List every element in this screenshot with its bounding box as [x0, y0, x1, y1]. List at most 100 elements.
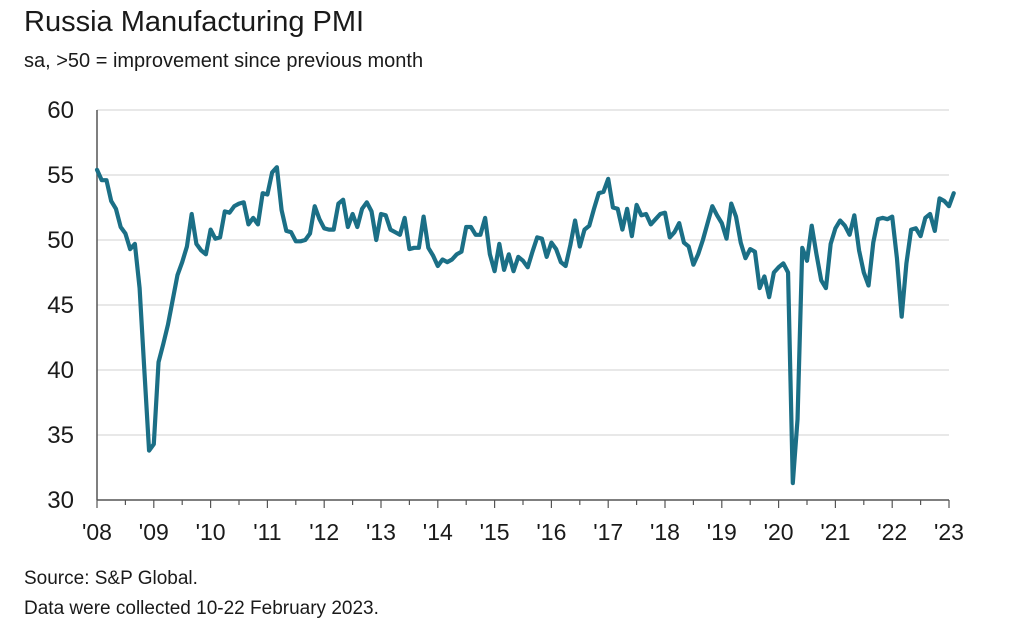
data-point — [142, 368, 146, 372]
data-point — [138, 286, 142, 290]
data-point — [549, 241, 553, 245]
y-tick-label: 50 — [47, 227, 74, 254]
data-point — [455, 252, 459, 256]
data-point — [441, 258, 445, 262]
data-point — [829, 242, 833, 246]
data-point — [228, 211, 232, 215]
data-point — [374, 238, 378, 242]
x-tick-labels: '08 '09 '10 '11 '12 '13 '14 '15 '16 '17 '18 '19 '20 '… — [82, 519, 964, 545]
data-point — [493, 269, 497, 273]
data-point — [213, 237, 217, 241]
data-point — [114, 207, 118, 211]
data-point — [890, 215, 894, 219]
data-point — [530, 250, 534, 254]
data-point — [488, 252, 492, 256]
data-point — [573, 219, 577, 223]
data-point — [459, 250, 463, 254]
data-point — [161, 342, 165, 346]
axes — [96, 110, 950, 508]
data-point — [900, 315, 904, 319]
data-point — [95, 168, 99, 172]
data-point — [223, 209, 227, 213]
data-point — [199, 248, 203, 252]
x-tick-label: '22 — [877, 519, 907, 545]
data-point — [706, 221, 710, 225]
data-point — [157, 360, 161, 364]
x-tick-label: '19 — [707, 519, 737, 545]
data-point — [379, 212, 383, 216]
data-point — [294, 239, 298, 243]
data-point — [758, 286, 762, 290]
data-point — [620, 228, 624, 232]
data-point — [152, 442, 156, 446]
data-point — [857, 248, 861, 252]
data-point — [166, 323, 170, 327]
data-point — [942, 199, 946, 203]
data-point — [332, 228, 336, 232]
data-point — [867, 284, 871, 288]
data-point — [677, 221, 681, 225]
data-point — [180, 260, 184, 264]
x-tick-label: '20 — [764, 519, 794, 545]
collection-note: Data were collected 10-22 February 2023. — [24, 598, 379, 619]
data-point — [682, 241, 686, 245]
data-point — [128, 247, 132, 251]
data-point — [384, 213, 388, 217]
x-tick-label: '08 — [82, 519, 112, 545]
data-point — [516, 255, 520, 259]
data-point — [701, 238, 705, 242]
data-point — [483, 216, 487, 220]
data-point — [762, 274, 766, 278]
x-tick-label: '10 — [196, 519, 226, 545]
data-point — [672, 230, 676, 234]
data-point — [720, 221, 724, 225]
data-point — [777, 265, 781, 269]
data-point — [464, 225, 468, 229]
data-point — [559, 260, 563, 264]
data-point — [639, 213, 643, 217]
y-tick-labels: 30 35 40 45 50 55 60 — [47, 97, 74, 514]
x-tick-label: '13 — [366, 519, 396, 545]
data-point — [583, 228, 587, 232]
data-point — [265, 193, 269, 197]
y-tick-label: 45 — [47, 292, 74, 319]
data-point — [512, 269, 516, 273]
data-point — [848, 233, 852, 237]
data-point — [469, 225, 473, 229]
data-point — [398, 233, 402, 237]
data-point — [284, 229, 288, 233]
data-point — [322, 226, 326, 230]
data-point — [649, 222, 653, 226]
data-point — [871, 241, 875, 245]
data-point — [952, 191, 956, 195]
data-point — [753, 250, 757, 254]
data-point — [568, 243, 572, 247]
data-point — [535, 235, 539, 239]
data-point — [194, 242, 198, 246]
data-point — [407, 247, 411, 251]
gridlines — [97, 109, 949, 436]
data-point — [810, 224, 814, 228]
data-point — [104, 178, 108, 182]
data-point — [355, 225, 359, 229]
data-point — [748, 247, 752, 251]
data-point — [715, 213, 719, 217]
data-point — [635, 203, 639, 207]
data-point — [412, 246, 416, 250]
data-point — [885, 217, 889, 221]
data-point — [540, 237, 544, 241]
data-point — [109, 199, 113, 203]
data-point — [838, 219, 842, 223]
data-point — [403, 216, 407, 220]
data-point — [687, 245, 691, 249]
data-point — [611, 206, 615, 210]
data-point — [123, 232, 127, 236]
data-point — [725, 237, 729, 241]
data-point — [232, 204, 236, 208]
data-point — [862, 271, 866, 275]
data-point — [445, 260, 449, 264]
data-point — [370, 209, 374, 213]
data-point — [824, 286, 828, 290]
data-point — [919, 234, 923, 238]
